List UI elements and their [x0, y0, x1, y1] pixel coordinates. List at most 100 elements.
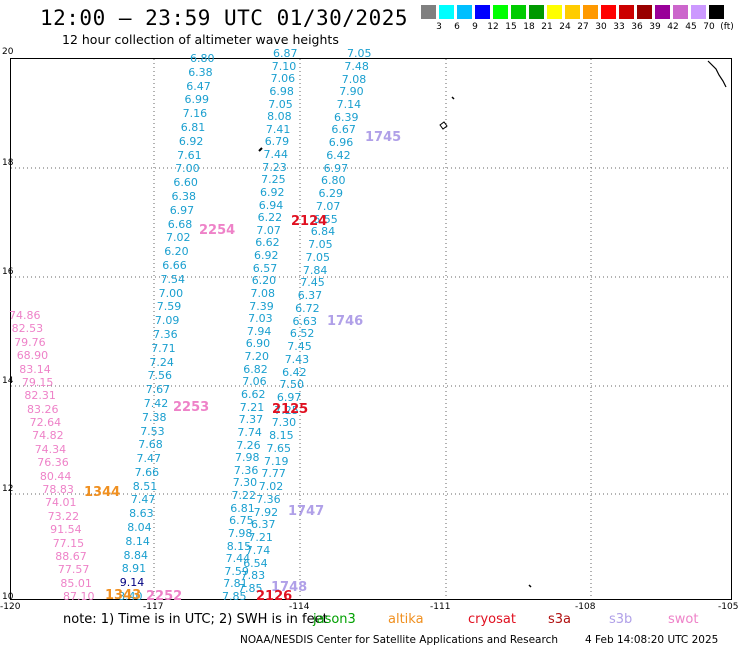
longitude-label: -108: [575, 602, 596, 612]
wave-height-value: 7.16: [182, 107, 208, 121]
satellite-legend-jason3: jason3: [313, 612, 356, 627]
satellite-legend-s3b: s3b: [609, 612, 633, 627]
wave-height-value: 6.68: [167, 217, 193, 231]
wave-height-value: 82.31: [24, 389, 56, 403]
wave-height-value: 7.07: [315, 199, 341, 213]
latitude-label: 16: [2, 267, 14, 277]
wave-height-value: 7.74: [245, 543, 271, 557]
wave-height-value: 6.66: [162, 258, 187, 272]
island-4: [528, 584, 532, 588]
satellite-legend-s3a: s3a: [548, 612, 572, 627]
color-swatch: [421, 5, 436, 19]
color-swatch: [601, 5, 616, 19]
color-swatch-label: 42: [667, 22, 679, 32]
wave-height-value: 8.40: [118, 590, 143, 603]
wave-height-value: 76.36: [37, 456, 69, 470]
color-swatch-label: 36: [631, 22, 643, 32]
timestamp: 4 Feb 14:08:20 UTC 2025: [585, 634, 719, 646]
color-swatch: [439, 5, 454, 19]
color-swatch: [583, 5, 598, 19]
color-swatch: [709, 5, 724, 19]
pass-time-label: 1748: [271, 580, 308, 595]
wave-height-value: 7.81: [223, 577, 248, 591]
pass-time-label: 1747: [288, 504, 325, 519]
wave-height-value: 7.56: [147, 369, 173, 383]
wave-height-value: 83.14: [19, 362, 51, 376]
color-swatch-label: 24: [559, 22, 571, 32]
wave-height-value: 7.45: [300, 276, 325, 290]
wave-height-value: 6.57: [252, 261, 278, 275]
color-swatch-label: 15: [505, 22, 517, 32]
longitude-label: -105: [718, 602, 739, 612]
wave-height-value: 6.22: [257, 211, 283, 225]
wave-height-value: 7.42: [143, 396, 169, 410]
wave-height-value: 6.79: [264, 135, 290, 149]
wave-height-value: 77.57: [57, 563, 90, 577]
wave-height-value: 7.08: [341, 72, 367, 86]
wave-height-value: 8.15: [226, 539, 252, 553]
color-swatch-label: 21: [541, 22, 553, 32]
wave-height-value: 88.67: [55, 549, 87, 563]
color-swatch: [565, 5, 580, 19]
wave-height-value: 7.68: [138, 438, 163, 452]
wave-height-value: 6.81: [180, 121, 206, 134]
pass-time-label: 2254: [199, 223, 236, 238]
color-swatch-label: 9: [472, 22, 478, 32]
wave-height-value: 77.15: [52, 536, 85, 550]
wave-height-value: 8.91: [121, 562, 147, 576]
wave-height-value: 7.39: [249, 299, 274, 313]
wave-height-value: 7.00: [158, 286, 184, 300]
wave-height-value: 79.76: [14, 335, 46, 349]
color-swatch: [511, 5, 526, 19]
color-swatch: [529, 5, 544, 19]
wave-height-value: 7.36: [233, 463, 259, 477]
pass-time-label: 1343: [105, 588, 142, 603]
latitude-label: 14: [2, 376, 14, 386]
wave-height-value: 7.37: [238, 413, 264, 427]
wave-height-value: 7.21: [239, 400, 265, 414]
wave-height-value: 7.85: [222, 590, 247, 603]
wave-height-value: 6.97: [323, 161, 349, 175]
wave-height-value: 6.42: [326, 148, 351, 162]
wave-height-value: 87.10: [63, 590, 95, 603]
wave-height-value: 7.61: [177, 148, 202, 162]
wave-height-value: 6.38: [171, 189, 197, 203]
wave-height-value: 7.24: [149, 355, 174, 369]
wave-height-value: 7.71: [151, 341, 176, 355]
map-plot-area: [10, 58, 732, 600]
wave-height-value: 7.07: [256, 223, 281, 237]
wave-height-value: 7.77: [261, 467, 286, 481]
wave-height-value: 6.38: [188, 65, 213, 79]
wave-height-value: 7.05: [347, 47, 372, 60]
wave-height-value: 6.90: [245, 337, 271, 351]
longitude-label: -114: [289, 602, 310, 612]
wave-height-value: 85.01: [60, 576, 92, 590]
wave-height-value: 7.59: [156, 300, 182, 314]
wave-height-value: 7.22: [231, 489, 257, 502]
wave-height-value: 8.84: [123, 548, 149, 562]
wave-height-value: 6.96: [328, 136, 354, 150]
wave-height-value: 7.06: [270, 72, 296, 86]
wave-height-value: 8.51: [132, 479, 158, 493]
wave-height-value: 6.97: [169, 203, 195, 217]
island-1: [451, 96, 455, 100]
wave-height-value: 7.50: [279, 378, 305, 392]
wave-height-value: 7.14: [336, 98, 362, 111]
wave-height-value: 7.59: [224, 564, 249, 578]
wave-height-value: 7.30: [232, 476, 258, 490]
wave-height-value: 7.36: [153, 327, 178, 341]
wave-height-value: 7.06: [242, 375, 267, 389]
wave-height-value: 79.15: [21, 375, 54, 389]
wave-height-value: 91.54: [50, 523, 82, 537]
island-3: [258, 147, 263, 152]
wave-height-value: 74.82: [32, 429, 64, 443]
wave-height-value: 6.80: [190, 52, 215, 65]
wave-height-value: 6.52: [289, 327, 315, 341]
footer-note: note: 1) Time is in UTC; 2) SWH is in fe…: [63, 612, 328, 627]
color-swatch-label: 12: [487, 22, 499, 32]
wave-height-value: 7.45: [287, 340, 312, 353]
wave-height-value: 6.67: [331, 123, 356, 137]
latitude-label: 20: [2, 47, 14, 57]
color-swatch: [475, 5, 490, 19]
wave-height-value: 7.19: [264, 454, 289, 468]
